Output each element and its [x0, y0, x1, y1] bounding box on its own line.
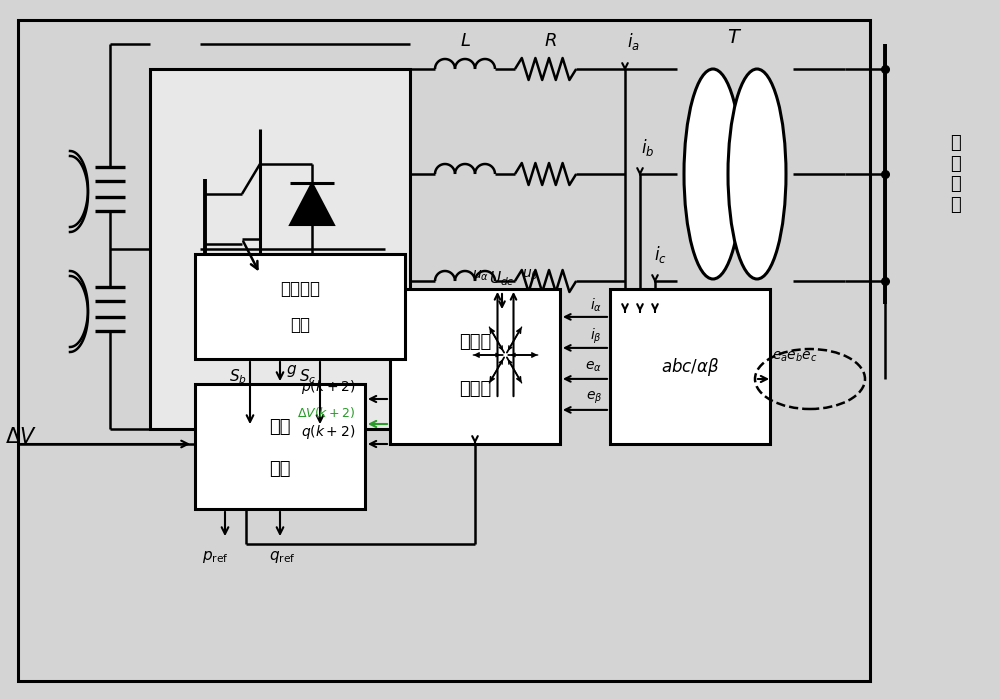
- Text: $e_\beta$: $e_\beta$: [586, 390, 602, 406]
- Bar: [610, 289, 770, 444]
- Text: $U_{dc}$: $U_{dc}$: [489, 270, 515, 289]
- Text: $e_a e_b e_c$: $e_a e_b e_c$: [772, 350, 818, 364]
- Text: $i_b$: $i_b$: [641, 136, 655, 157]
- Text: 价值: 价值: [269, 417, 291, 435]
- Text: 两步预: 两步预: [459, 333, 491, 350]
- Text: $p(k+2)$: $p(k+2)$: [301, 378, 355, 396]
- Text: 最优开关: 最优开关: [280, 280, 320, 298]
- Ellipse shape: [728, 69, 786, 279]
- Text: 交
流
电
网: 交 流 电 网: [950, 134, 960, 214]
- Text: $q_{\rm ref}$: $q_{\rm ref}$: [269, 549, 295, 565]
- Text: $T$: $T$: [727, 27, 743, 47]
- Bar: [150, 69, 410, 429]
- Bar: [195, 384, 365, 509]
- Text: $S_b$: $S_b$: [229, 368, 247, 387]
- Text: $L$: $L$: [460, 32, 470, 50]
- Bar: [195, 254, 405, 359]
- Text: $abc/\alpha\beta$: $abc/\alpha\beta$: [661, 356, 719, 377]
- Text: $i_c$: $i_c$: [654, 243, 666, 264]
- Text: $i_\beta$: $i_\beta$: [590, 326, 602, 345]
- Bar: [458, 311, 553, 399]
- Text: $R$: $R$: [544, 32, 556, 50]
- Ellipse shape: [684, 69, 742, 279]
- Text: $S_c$: $S_c$: [299, 368, 317, 387]
- Bar: [390, 289, 560, 444]
- Text: 函数: 函数: [269, 459, 291, 477]
- Text: $q(k+2)$: $q(k+2)$: [301, 423, 355, 441]
- Text: $i_a$: $i_a$: [627, 31, 639, 52]
- Text: $\Delta V$: $\Delta V$: [5, 427, 37, 447]
- Text: $p_{\rm ref}$: $p_{\rm ref}$: [202, 549, 228, 565]
- Text: 测函数: 测函数: [459, 380, 491, 398]
- Text: 状态: 状态: [290, 315, 310, 333]
- Text: $u_\beta$: $u_\beta$: [522, 268, 539, 284]
- Bar: [18, 20, 870, 681]
- Text: $e_\alpha$: $e_\alpha$: [585, 360, 602, 374]
- Text: $u_\alpha$: $u_\alpha$: [472, 269, 489, 283]
- Polygon shape: [290, 183, 334, 225]
- Text: $g$: $g$: [286, 363, 298, 379]
- Text: $i_\alpha$: $i_\alpha$: [590, 296, 602, 314]
- Text: $\Delta V(k+2)$: $\Delta V(k+2)$: [297, 405, 355, 419]
